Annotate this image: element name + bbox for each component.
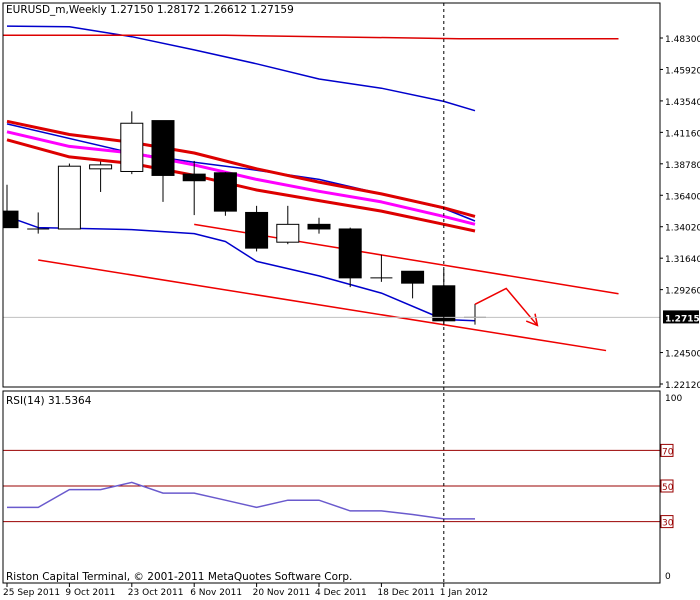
indicator-line-6 [3, 34, 619, 40]
main-panel-frame [2, 2, 661, 388]
rsi-title: RSI(14) 31.5364 [6, 395, 92, 407]
price-current-label: 1.27159 [665, 314, 700, 324]
rsi-tick-label: 0 [665, 572, 671, 582]
candle-body-bull [276, 223, 300, 243]
price-tick-label: 1.38780 [665, 161, 700, 171]
candle-1 [27, 212, 50, 234]
time-tick-label: 9 Oct 2011 [65, 588, 115, 598]
chart-title: EURUSD_m,Weekly 1.27150 1.28172 1.26612 … [6, 4, 294, 16]
price-axis: 1.48300 1.45920 1.43540 1.41160 1.38780 1.364… [660, 35, 700, 391]
rsi-level-label: 70 [662, 447, 674, 457]
candle-5 [151, 120, 175, 202]
rsi-level-label: 30 [662, 519, 674, 529]
candle-body-bull [120, 122, 144, 172]
time-tick-label: 4 Dec 2011 [315, 588, 367, 598]
time-axis: 25 Sep 2011 9 Oct 2011 23 Oct 2011 6 Nov 20… [3, 583, 488, 598]
candle-13 [401, 270, 425, 299]
trendlines [38, 223, 619, 352]
time-tick-label: 20 Nov 2011 [253, 588, 311, 598]
time-tick-label: 18 Dec 2011 [377, 588, 435, 598]
candle-12 [370, 254, 393, 282]
copyright-text: Riston Capital Terminal, © 2001-2011 Met… [6, 571, 352, 583]
price-tick-label: 1.41160 [665, 129, 700, 139]
time-tick-label: 23 Oct 2011 [128, 588, 184, 598]
candle-10 [307, 217, 331, 234]
candle-body-bear [245, 211, 269, 249]
price-label-bg [663, 310, 699, 324]
indicator-line-4 [6, 130, 476, 226]
indicator-line-5 [6, 138, 476, 233]
rsi-plot [3, 449, 660, 523]
candles [3, 111, 486, 325]
rsi-tick-label: 100 [665, 394, 682, 404]
candle-4 [120, 111, 144, 175]
price-tick-label: 1.22120 [665, 381, 700, 391]
rsi-line [7, 481, 475, 520]
rsi-panel-frame [2, 390, 661, 584]
main-plot [3, 25, 619, 352]
candle-6 [182, 160, 206, 216]
candle-11 [338, 227, 362, 288]
forecast-arrow [474, 287, 539, 327]
rsi-level-label: 50 [662, 483, 674, 493]
price-tick-label: 1.24500 [665, 350, 700, 360]
time-tick-label: 1 Jan 2012 [440, 588, 488, 598]
candle-2 [57, 163, 81, 230]
price-tick-label: 1.34020 [665, 224, 700, 234]
panel-frames [2, 2, 661, 584]
candle-body-bear [151, 120, 175, 176]
rsi-level-label-box [660, 443, 674, 457]
candle-body-bear [401, 270, 425, 284]
indicator-line-3 [6, 119, 476, 218]
arrow-shaft [474, 287, 538, 326]
candle-body-bull [89, 164, 113, 170]
indicator-line-0 [6, 25, 476, 112]
rsi-level-label-box [660, 479, 674, 493]
price-tick-label: 1.43540 [665, 98, 700, 108]
time-tick-label: 6 Nov 2011 [190, 588, 242, 598]
candle-9 [276, 205, 300, 245]
main-panel: EURUSD_m,Weekly 1.27150 1.28172 1.26612 … [3, 4, 660, 352]
candle-8 [245, 205, 269, 252]
rsi-panel: RSI(14) 31.5364 Riston Capital Terminal,… [3, 395, 660, 583]
rsi-level-label-box [660, 515, 674, 529]
candle-15 [464, 304, 486, 325]
indicator-lines [3, 25, 619, 322]
candle-7 [213, 172, 237, 216]
price-tick-label: 1.29260 [665, 287, 700, 297]
candle-body-bull [57, 165, 81, 230]
candle-body-bear [182, 173, 206, 182]
candle-0 [3, 184, 19, 229]
candle-body-bear [3, 210, 19, 229]
candle-body-bear [213, 172, 237, 212]
trendline-0 [38, 259, 607, 352]
price-tick-label: 1.48300 [665, 35, 700, 45]
price-tick-label: 1.45920 [665, 66, 700, 76]
rsi-axis: 70 50 30 100 0 [660, 394, 682, 582]
price-tick-label: 1.31640 [665, 255, 700, 265]
candle-3 [89, 161, 113, 192]
price-tick-label: 1.36400 [665, 192, 700, 202]
time-tick-label: 25 Sep 2011 [3, 588, 60, 598]
candle-body-bear [338, 228, 362, 279]
candle-body-bear [307, 223, 331, 230]
